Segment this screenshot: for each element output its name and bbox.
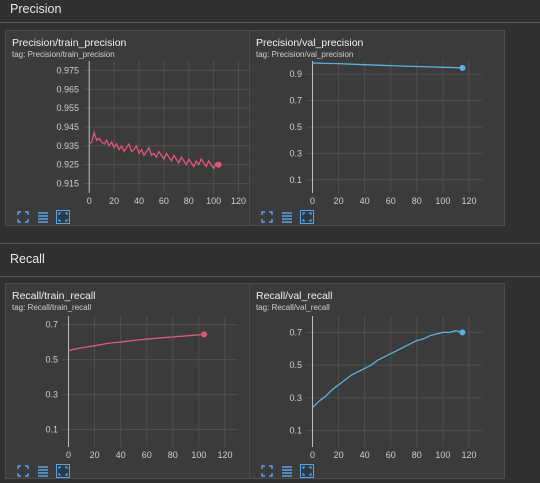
x-tick-label: 120 — [231, 196, 246, 206]
series-line — [312, 330, 463, 409]
series-line — [68, 333, 205, 352]
line-chart[interactable]: 0.915 0.925 0.935 0.945 0.955 0.965 0.975 0 20 40… — [6, 31, 262, 227]
last-point-marker — [215, 161, 222, 168]
x-tick-label: 80 — [412, 196, 422, 206]
y-tick-label: 0.5 — [289, 122, 302, 132]
y-tick-label: 0.1 — [289, 175, 302, 185]
y-tick-label: 0.945 — [56, 122, 79, 132]
y-tick-label: 0.3 — [45, 390, 58, 400]
x-tick-label: 120 — [461, 196, 476, 206]
show-data-table-icon[interactable] — [36, 210, 50, 224]
section-title: Recall — [10, 252, 45, 266]
section-divider — [0, 276, 540, 277]
y-tick-label: 0.5 — [289, 360, 302, 370]
y-tick-label: 0.7 — [45, 320, 58, 330]
y-tick-label: 0.925 — [56, 160, 79, 170]
x-tick-label: 120 — [461, 450, 476, 460]
chart-card-val-recall: Recall/val_recall tag: Recall/val_recall… — [249, 283, 505, 479]
chart-card-val-precision: Precision/val_precision tag: Precision/v… — [249, 30, 505, 226]
y-tick-label: 0.7 — [289, 96, 302, 106]
x-tick-label: 40 — [116, 450, 126, 460]
section-divider — [0, 243, 540, 244]
y-tick-label: 0.975 — [56, 65, 79, 75]
show-data-table-icon[interactable] — [280, 210, 294, 224]
card-title: Precision/train_precision — [12, 37, 127, 49]
line-chart[interactable]: 0.1 0.3 0.5 0.7 0 20 40 60 80 100 120 — [6, 284, 262, 480]
x-tick-label: 100 — [435, 450, 450, 460]
x-tick-label: 40 — [134, 196, 144, 206]
x-tick-label: 80 — [168, 450, 178, 460]
x-tick-label: 0 — [310, 450, 315, 460]
x-tick-label: 60 — [386, 196, 396, 206]
x-tick-label: 100 — [206, 196, 221, 206]
x-tick-label: 40 — [360, 450, 370, 460]
show-data-table-icon[interactable] — [280, 464, 294, 478]
x-tick-label: 100 — [191, 450, 206, 460]
fit-to-screen-icon[interactable] — [260, 464, 274, 478]
fit-to-screen-icon[interactable] — [260, 210, 274, 224]
y-tick-label: 0.965 — [56, 84, 79, 94]
chart-toolbar — [16, 210, 70, 224]
section-title: Precision — [10, 2, 62, 16]
x-tick-label: 0 — [66, 450, 71, 460]
x-tick-label: 120 — [217, 450, 232, 460]
x-tick-label: 0 — [87, 196, 92, 206]
y-tick-label: 0.935 — [56, 141, 79, 151]
card-tag: tag: Precision/train_precision — [12, 50, 115, 59]
x-tick-label: 20 — [334, 196, 344, 206]
x-tick-label: 20 — [90, 450, 100, 460]
y-tick-label: 0.3 — [289, 148, 302, 158]
card-title: Recall/train_recall — [12, 290, 96, 302]
y-tick-label: 0.1 — [45, 425, 58, 435]
card-tag: tag: Recall/train_recall — [12, 303, 92, 312]
section-divider — [0, 22, 540, 23]
line-chart[interactable]: 0.1 0.3 0.5 0.7 0.9 0 20 40 60 80 100 120 — [250, 31, 506, 227]
chart-toolbar — [260, 464, 314, 478]
chart-toolbar — [260, 210, 314, 224]
y-tick-label: 0.7 — [289, 327, 302, 337]
show-data-table-icon[interactable] — [36, 464, 50, 478]
toggle-y-axis-icon[interactable] — [300, 464, 314, 478]
line-chart[interactable]: 0.1 0.3 0.5 0.7 0 20 40 60 80 100 120 — [250, 284, 506, 480]
y-tick-label: 0.915 — [56, 179, 79, 189]
section-header-recall[interactable]: Recall — [0, 250, 540, 272]
series-line — [88, 130, 220, 170]
card-title: Precision/val_precision — [256, 37, 364, 49]
x-tick-label: 20 — [109, 196, 119, 206]
x-tick-label: 0 — [310, 196, 315, 206]
fit-to-screen-icon[interactable] — [16, 210, 30, 224]
toggle-y-axis-icon[interactable] — [56, 464, 70, 478]
x-tick-label: 60 — [142, 450, 152, 460]
y-tick-label: 0.5 — [45, 355, 58, 365]
chart-toolbar — [16, 464, 70, 478]
x-tick-label: 20 — [334, 450, 344, 460]
x-tick-label: 80 — [412, 450, 422, 460]
x-tick-label: 80 — [184, 196, 194, 206]
section-header-precision[interactable]: Precision — [0, 0, 540, 22]
x-tick-label: 100 — [435, 196, 450, 206]
card-tag: tag: Precision/val_precision — [256, 50, 354, 59]
x-tick-label: 40 — [360, 196, 370, 206]
series-line — [312, 62, 463, 69]
chart-card-train-recall: Recall/train_recall tag: Recall/train_re… — [5, 283, 261, 479]
y-tick-label: 0.3 — [289, 393, 302, 403]
x-tick-label: 60 — [159, 196, 169, 206]
last-point-marker — [459, 329, 466, 336]
fit-to-screen-icon[interactable] — [16, 464, 30, 478]
y-tick-label: 0.955 — [56, 103, 79, 113]
card-tag: tag: Recall/val_recall — [256, 303, 330, 312]
toggle-y-axis-icon[interactable] — [56, 210, 70, 224]
y-tick-label: 0.9 — [289, 69, 302, 79]
x-tick-label: 60 — [386, 450, 396, 460]
last-point-marker — [201, 331, 208, 338]
toggle-y-axis-icon[interactable] — [300, 210, 314, 224]
card-title: Recall/val_recall — [256, 290, 333, 302]
last-point-marker — [459, 64, 466, 71]
chart-card-train-precision: Precision/train_precision tag: Precision… — [5, 30, 261, 226]
y-tick-label: 0.1 — [289, 426, 302, 436]
